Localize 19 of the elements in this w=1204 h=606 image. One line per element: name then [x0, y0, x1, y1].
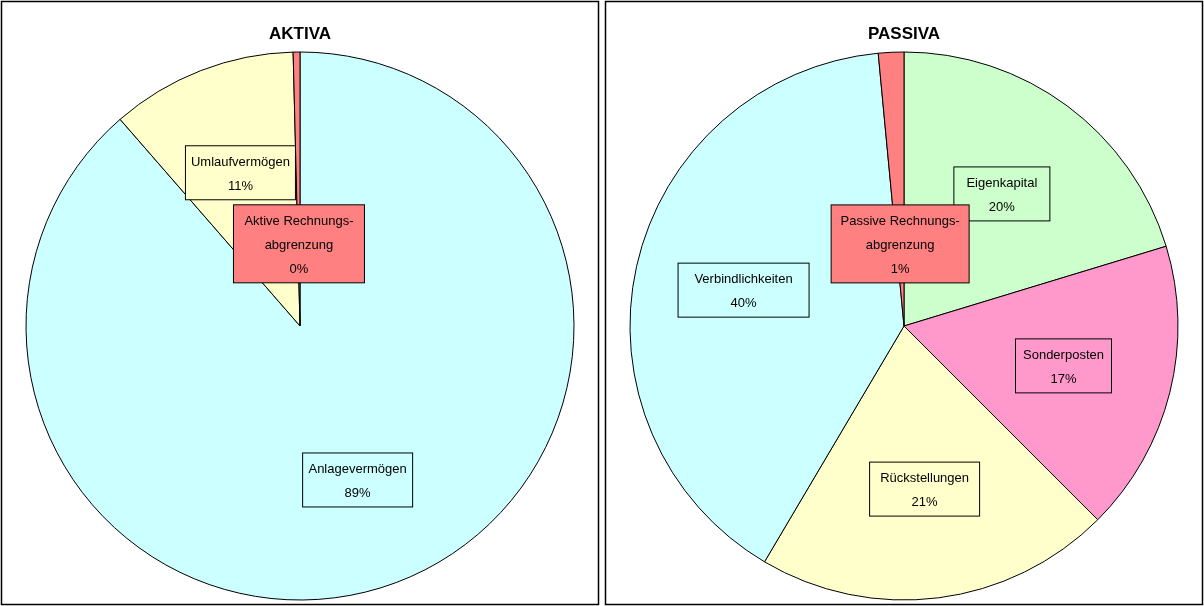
slice-label: Passive Rechnungs-abgrenzung — [840, 212, 960, 252]
data-label: 20% — [988, 198, 1016, 214]
chart-title: AKTIVA — [268, 24, 332, 43]
slice-label: Rückstellungen — [880, 470, 970, 486]
slice-label: Anlagevermögen — [308, 460, 407, 476]
data-label: 17% — [1050, 370, 1077, 386]
data-label: 21% — [911, 494, 939, 510]
slice-label: Umlaufvermögen — [190, 153, 290, 169]
slice-label: Aktive Rechnungs-abgrenzung — [244, 212, 354, 252]
slice-label: Sonderposten — [1023, 346, 1104, 362]
data-label: 11% — [227, 177, 254, 193]
slice-label: Verbindlichkeiten — [694, 271, 793, 287]
pie-slice — [25, 51, 575, 601]
data-label: 89% — [344, 484, 372, 500]
slice-label: Eigenkapital — [966, 174, 1038, 190]
data-label: 0% — [289, 260, 309, 276]
data-label: 40% — [730, 295, 757, 311]
chart-title: PASSIVA — [867, 24, 941, 43]
data-label: 1% — [890, 260, 910, 276]
